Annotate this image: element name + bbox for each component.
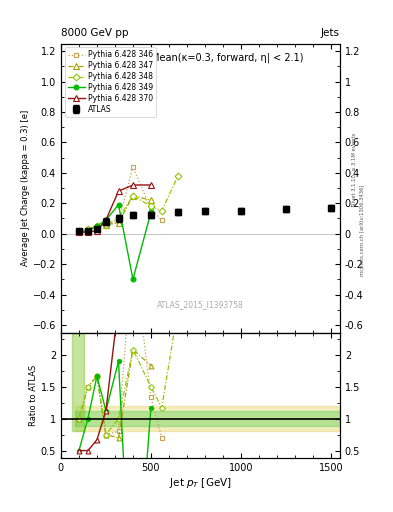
Pythia 6.428 347: [104, 222, 108, 228]
Line: Pythia 6.428 348: Pythia 6.428 348: [77, 174, 180, 233]
Pythia 6.428 348: [130, 193, 135, 199]
Pythia 6.428 348: [77, 227, 81, 233]
Y-axis label: Average Jet Charge (kappa = 0.3) [e]: Average Jet Charge (kappa = 0.3) [e]: [21, 110, 30, 266]
Pythia 6.428 346: [130, 164, 135, 170]
Pythia 6.428 348: [149, 203, 153, 209]
Pythia 6.428 370: [116, 188, 121, 194]
Pythia 6.428 349: [86, 227, 90, 233]
Pythia 6.428 346: [77, 227, 81, 233]
Line: Pythia 6.428 346: Pythia 6.428 346: [77, 164, 164, 233]
Text: Rivet 3.1.10, ≥ 3.1M events: Rivet 3.1.10, ≥ 3.1M events: [352, 132, 357, 206]
Text: Jets: Jets: [321, 28, 340, 38]
Pythia 6.428 370: [104, 217, 108, 223]
Pythia 6.428 347: [95, 223, 99, 229]
Pythia 6.428 347: [149, 197, 153, 203]
Pythia 6.428 370: [77, 229, 81, 235]
Text: ATLAS_2015_I1393758: ATLAS_2015_I1393758: [157, 301, 244, 309]
Line: Pythia 6.428 370: Pythia 6.428 370: [76, 182, 154, 235]
X-axis label: Jet $p_T$ [GeV]: Jet $p_T$ [GeV]: [169, 476, 232, 490]
Pythia 6.428 348: [160, 208, 164, 214]
Pythia 6.428 348: [104, 222, 108, 228]
Pythia 6.428 370: [130, 182, 135, 188]
Pythia 6.428 347: [77, 227, 81, 233]
Pythia 6.428 370: [95, 227, 99, 233]
Text: Jet Charge Mean(κ=0.3, forward, η| < 2.1): Jet Charge Mean(κ=0.3, forward, η| < 2.1…: [97, 52, 304, 62]
Pythia 6.428 370: [149, 182, 153, 188]
Pythia 6.428 349: [149, 209, 153, 216]
Text: 8000 GeV pp: 8000 GeV pp: [61, 28, 129, 38]
Pythia 6.428 347: [116, 220, 121, 226]
Pythia 6.428 346: [104, 222, 108, 228]
Text: mcplots.cern.ch [arXiv:1306.3436]: mcplots.cern.ch [arXiv:1306.3436]: [360, 185, 365, 276]
Pythia 6.428 348: [95, 223, 99, 229]
Pythia 6.428 349: [104, 217, 108, 223]
Y-axis label: Ratio to ATLAS: Ratio to ATLAS: [29, 365, 38, 426]
Line: Pythia 6.428 347: Pythia 6.428 347: [76, 193, 154, 233]
Pythia 6.428 349: [116, 202, 121, 208]
Pythia 6.428 348: [116, 216, 121, 222]
Pythia 6.428 349: [77, 229, 81, 235]
Pythia 6.428 347: [130, 193, 135, 199]
Pythia 6.428 346: [95, 223, 99, 229]
Line: Pythia 6.428 349: Pythia 6.428 349: [77, 202, 153, 282]
Pythia 6.428 346: [149, 206, 153, 212]
Pythia 6.428 346: [116, 219, 121, 225]
Legend: Pythia 6.428 346, Pythia 6.428 347, Pythia 6.428 348, Pythia 6.428 349, Pythia 6: Pythia 6.428 346, Pythia 6.428 347, Pyth…: [65, 47, 156, 117]
Pythia 6.428 370: [86, 229, 90, 235]
Pythia 6.428 349: [130, 276, 135, 283]
Pythia 6.428 349: [95, 223, 99, 229]
Pythia 6.428 347: [86, 226, 90, 232]
Pythia 6.428 346: [86, 226, 90, 232]
Pythia 6.428 348: [176, 173, 180, 179]
Pythia 6.428 346: [160, 217, 164, 223]
Pythia 6.428 348: [86, 226, 90, 232]
